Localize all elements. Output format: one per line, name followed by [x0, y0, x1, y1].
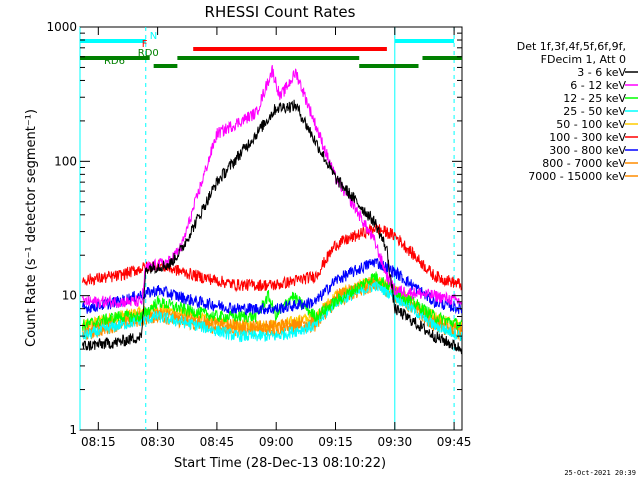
flag-label-n: N [150, 31, 157, 42]
y-tick-label-3: 1000 [46, 20, 77, 34]
series-line-6 [82, 258, 462, 316]
plot-frame [79, 26, 463, 431]
legend-label-2: 12 - 25 keV [563, 92, 626, 105]
series-line-0 [82, 99, 462, 355]
flag-label-rd6: RD6 [104, 56, 125, 67]
x-tick-label-0: 08:15 [81, 435, 116, 449]
series-line-5 [82, 221, 462, 293]
x-tick-label-6: 09:45 [437, 435, 472, 449]
legend-header-0: Det 1f,3f,4f,5f,6f,9f, [517, 40, 626, 53]
x-tick-label-4: 09:15 [318, 435, 353, 449]
x-tick-label-1: 08:30 [140, 435, 175, 449]
legend-label-8: 7000 - 15000 keV [528, 170, 626, 183]
x-axis: 08:15 08:30 08:45 09:00 09:15 09:30 09:45 [81, 27, 471, 449]
legend-label-0: 3 - 6 keV [577, 66, 626, 79]
x-tick-label-2: 08:45 [200, 435, 235, 449]
footer-timestamp: 25-Oct-2021 20:39 [564, 469, 636, 477]
y-axis-title: Count Rate (s⁻¹ detector segment⁻¹) [24, 109, 39, 347]
x-tick-label-3: 09:00 [259, 435, 294, 449]
legend-label-1: 6 - 12 keV [570, 79, 626, 92]
y-tick-label-1: 10 [62, 289, 77, 303]
legend-header-1: FDecim 1, Att 0 [541, 53, 626, 66]
legend-label-3: 25 - 50 keV [563, 105, 626, 118]
legend: Det 1f,3f,4f,5f,6f,9f,FDecim 1, Att 03 -… [517, 40, 638, 183]
flag-label-rd0: RD0 [138, 48, 159, 59]
legend-label-6: 300 - 800 keV [549, 144, 626, 157]
y-tick-label-0: 1 [69, 423, 77, 437]
x-tick-label-5: 09:30 [378, 435, 413, 449]
y-tick-label-2: 100 [54, 154, 77, 168]
legend-label-7: 800 - 7000 keV [542, 157, 626, 170]
legend-label-4: 50 - 100 keV [556, 118, 626, 131]
y-axis: 1 10 100 1000 [46, 20, 462, 437]
chart-title: RHESSI Count Rates [205, 3, 356, 21]
x-axis-title: Start Time (28-Dec-13 08:10:22) [174, 456, 386, 471]
legend-label-5: 100 - 300 keV [549, 131, 626, 144]
flag-label-f: F [142, 39, 148, 50]
